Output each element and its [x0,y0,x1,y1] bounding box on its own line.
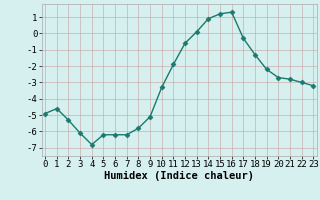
X-axis label: Humidex (Indice chaleur): Humidex (Indice chaleur) [104,171,254,181]
